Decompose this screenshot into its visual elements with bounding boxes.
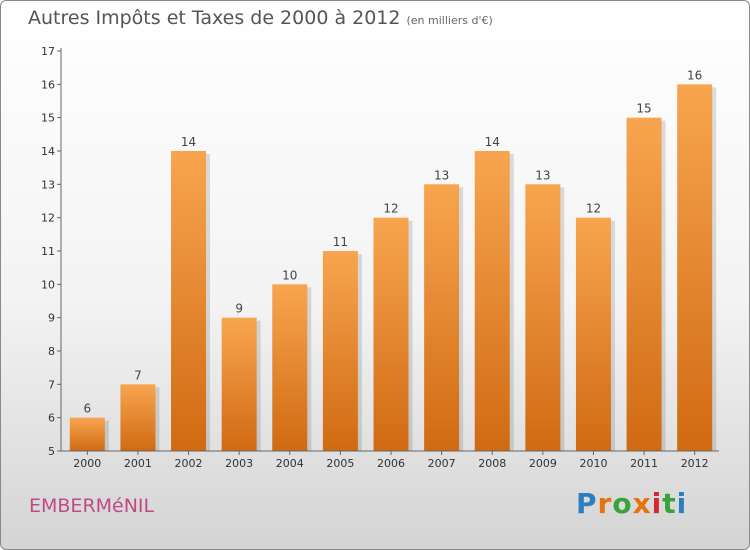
y-tick-label: 14 (41, 145, 55, 158)
data-label: 12 (586, 202, 601, 216)
data-label: 15 (636, 102, 651, 116)
bar (373, 217, 409, 451)
y-tick-label: 12 (41, 212, 55, 225)
data-label: 16 (687, 68, 702, 82)
data-label: 12 (383, 202, 398, 216)
data-label: 6 (83, 402, 91, 416)
logo-letter: r (597, 487, 613, 520)
bar (171, 151, 207, 451)
y-tick-label: 8 (48, 345, 55, 358)
x-tick-label: 2010 (579, 457, 607, 470)
proxiti-logo: Proxiti (576, 487, 687, 520)
logo-letter: x (632, 487, 652, 520)
x-tick-label: 2005 (326, 457, 354, 470)
chart-subtitle: (en milliers d'€) (406, 14, 493, 27)
x-tick-label: 2007 (428, 457, 456, 470)
data-label: 9 (235, 302, 243, 316)
bar (677, 84, 713, 451)
x-tick-label: 2002 (175, 457, 203, 470)
x-tick-label: 2008 (478, 457, 506, 470)
bar (69, 417, 105, 451)
x-tick-label: 2003 (225, 457, 253, 470)
x-tick-label: 2004 (276, 457, 304, 470)
y-tick-label: 9 (48, 312, 55, 325)
data-label: 10 (282, 268, 297, 282)
axes-group: 2000 2001 2002 2003 2004 2005 2006 2007 2008 2009… (41, 45, 719, 470)
bar (221, 317, 257, 451)
data-label: 11 (333, 235, 348, 249)
logo-letter: i (676, 487, 688, 520)
y-tick-label: 7 (48, 378, 55, 391)
x-tick-label: 2011 (630, 457, 658, 470)
bars-group: 6 7 14 9 10 11 12 13 14 13 12 15 16 (69, 68, 717, 452)
y-tick-label: 6 (48, 412, 55, 425)
logo-letter: i (651, 487, 663, 520)
bar (120, 384, 156, 451)
y-tick-label: 5 (48, 445, 55, 458)
data-label: 13 (434, 168, 449, 182)
commune-name: EMBERMéNIL (29, 495, 155, 517)
bar (272, 284, 308, 451)
y-tick-label: 17 (41, 45, 55, 58)
y-tick-label: 13 (41, 178, 55, 191)
y-tick-label: 16 (41, 78, 55, 91)
chart-title: Autres Impôts et Taxes de 2000 à 2012 (en… (28, 7, 493, 29)
bar (322, 251, 358, 451)
bar (626, 117, 662, 452)
x-tick-label: 2012 (681, 457, 709, 470)
bar (575, 217, 611, 451)
bar (474, 151, 510, 451)
y-tick-label: 10 (41, 278, 55, 291)
x-tick-label: 2009 (529, 457, 557, 470)
x-tick-label: 2001 (124, 457, 152, 470)
logo-letter: o (612, 487, 633, 520)
logo-letter: t (662, 487, 677, 520)
y-tick-label: 15 (41, 112, 55, 125)
y-tick-label: 11 (41, 245, 55, 258)
data-label: 14 (485, 135, 500, 149)
data-label: 14 (181, 135, 196, 149)
x-tick-label: 2000 (73, 457, 101, 470)
bar (424, 184, 460, 452)
chart-title-text: Autres Impôts et Taxes de 2000 à 2012 (28, 7, 401, 29)
data-label: 13 (535, 168, 550, 182)
logo-letter: P (576, 487, 598, 520)
bar (525, 184, 561, 452)
data-label: 7 (134, 368, 142, 382)
x-tick-label: 2006 (377, 457, 405, 470)
